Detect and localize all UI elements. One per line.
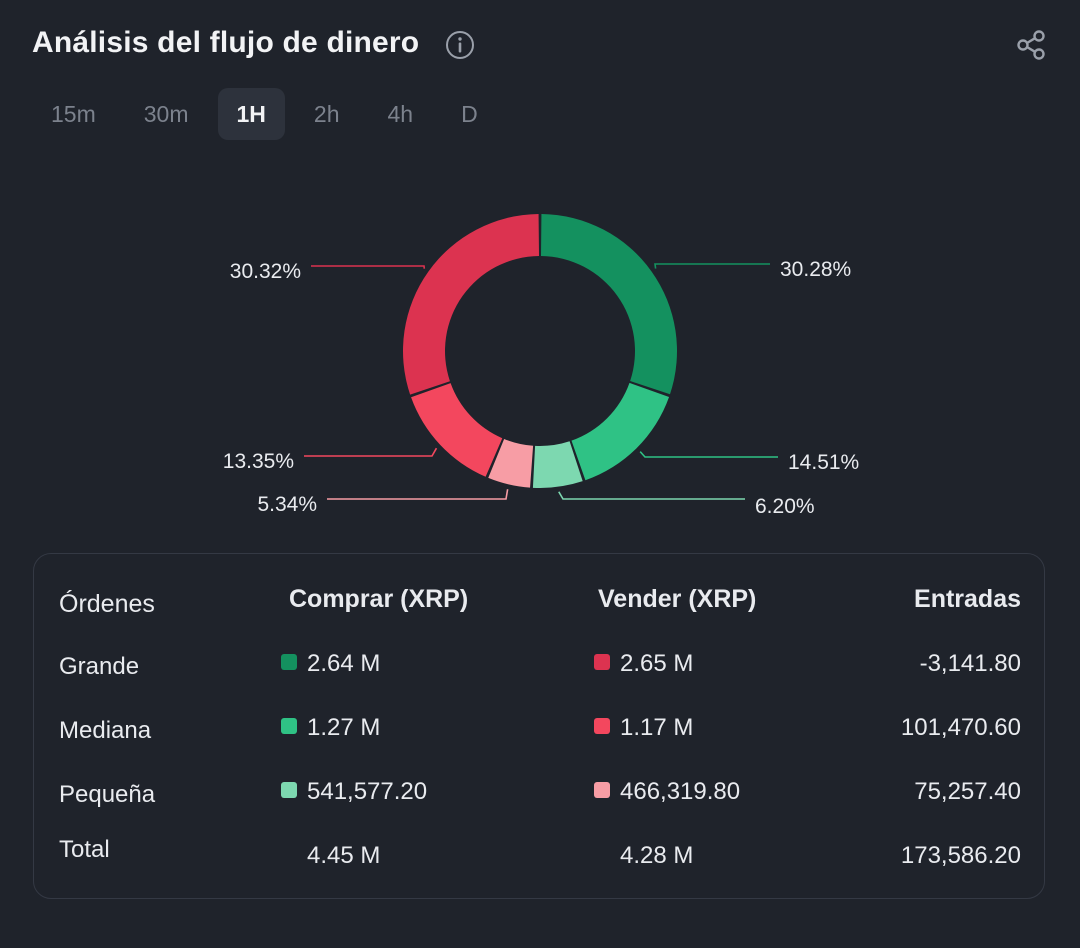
- header-sell: Vender (XRP): [598, 585, 757, 613]
- tab-d[interactable]: D: [461, 101, 478, 127]
- header: Análisis del flujo de dinero: [32, 24, 1048, 68]
- inflow-large-value: -3,141.80: [919, 650, 1021, 677]
- row-label-large: Grande: [59, 653, 140, 680]
- leader-line-4: [304, 447, 438, 457]
- buy-small-text: 541,577.20: [307, 778, 428, 805]
- buy-small-swatch: [281, 782, 297, 798]
- sell-large-swatch: [594, 654, 610, 670]
- row-label-medium: Mediana: [59, 717, 152, 744]
- tab-15m[interactable]: 15m: [51, 101, 96, 127]
- money-flow-table: Órdenes Comprar (XRP) Vender (XRP) Entra…: [33, 553, 1045, 899]
- money-flow-donut-chart: 30.28% 14.51% 6.20% 5.34% 13.35% 30.32%: [223, 214, 859, 518]
- inflow-medium-value: 101,470.60: [900, 714, 1021, 741]
- share-icon[interactable]: [1014, 28, 1048, 62]
- sell-small-value: 466,319.80: [594, 778, 740, 806]
- slice-label-2: 6.20%: [755, 495, 815, 518]
- buy-large-swatch: [281, 654, 297, 670]
- slice-label-5: 30.32%: [230, 260, 301, 283]
- slice-label-3: 5.34%: [257, 493, 317, 516]
- tab-2h[interactable]: 2h: [313, 101, 340, 127]
- row-label-small: Pequeña: [59, 781, 156, 808]
- donut-slice-1: [571, 382, 670, 481]
- leader-line-2: [558, 491, 745, 500]
- sell-medium-value: 1.17 M: [594, 714, 693, 742]
- timeframe-tabs: 15m 30m 1H 2h 4h D: [32, 88, 507, 140]
- buy-total-value: 4.45 M: [307, 842, 381, 869]
- slice-label-4: 13.35%: [223, 450, 294, 473]
- sell-small-swatch: [594, 782, 610, 798]
- buy-large-text: 2.64 M: [307, 650, 381, 677]
- sell-total-value: 4.28 M: [620, 842, 694, 869]
- donut-slice-4: [411, 383, 503, 477]
- donut-slice-5: [403, 214, 540, 395]
- donut-slice-0: [540, 214, 677, 395]
- inflow-small-value: 75,257.40: [914, 778, 1021, 805]
- sell-large-value: 2.65 M: [594, 650, 693, 678]
- sell-medium-swatch: [594, 718, 610, 734]
- sell-medium-text: 1.17 M: [620, 714, 694, 741]
- slice-label-0: 30.28%: [780, 258, 851, 281]
- tab-4h[interactable]: 4h: [387, 101, 414, 127]
- buy-medium-swatch: [281, 718, 297, 734]
- header-buy: Comprar (XRP): [289, 585, 469, 613]
- sell-small-text: 466,319.80: [620, 778, 741, 805]
- donut-slice-3: [488, 438, 534, 488]
- info-icon[interactable]: [445, 30, 475, 60]
- leader-line-1: [639, 451, 778, 458]
- buy-medium-text: 1.27 M: [307, 714, 381, 741]
- tab-30m[interactable]: 30m: [143, 101, 189, 127]
- page-title: Análisis del flujo de dinero: [32, 26, 420, 59]
- buy-small-value: 541,577.20: [281, 778, 427, 806]
- row-label-total: Total: [59, 836, 110, 863]
- buy-large-value: 2.64 M: [281, 650, 380, 678]
- header-orders: Órdenes: [59, 590, 155, 618]
- sell-large-text: 2.65 M: [620, 650, 694, 677]
- leader-line-3: [327, 489, 509, 500]
- buy-medium-value: 1.27 M: [281, 714, 380, 742]
- leader-line-5: [311, 265, 426, 269]
- slice-label-1: 14.51%: [788, 451, 859, 474]
- tab-1h[interactable]: 1H: [217, 88, 285, 140]
- header-inflow: Entradas: [914, 585, 1021, 613]
- donut-slice-2: [532, 441, 583, 488]
- inflow-total-value: 173,586.20: [900, 842, 1021, 869]
- leader-line-0: [654, 263, 770, 269]
